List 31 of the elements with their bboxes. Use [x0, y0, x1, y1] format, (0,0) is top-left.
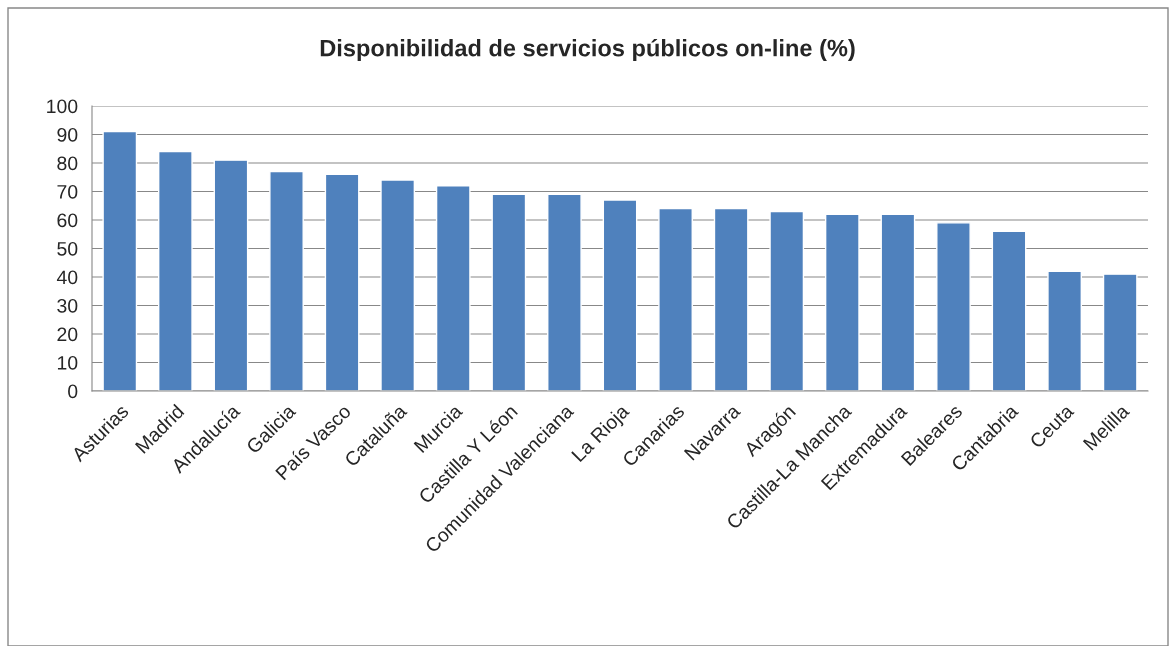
y-tick-label: 50: [57, 241, 78, 256]
y-tick-label: 20: [57, 327, 78, 342]
bar: [1102, 273, 1138, 391]
bar: [1047, 270, 1083, 391]
bar: [491, 193, 527, 391]
bar: [936, 222, 971, 391]
bar: [269, 170, 304, 391]
y-tick-label: 80: [57, 156, 78, 171]
chart-title: Disponibilidad de servicios públicos on-line (%): [320, 38, 855, 62]
bar: [602, 199, 638, 391]
bar: [380, 179, 416, 391]
bar: [547, 193, 582, 391]
bar: [658, 207, 693, 391]
bar: [102, 130, 138, 391]
y-tick-label: 90: [57, 127, 78, 142]
bar: [435, 185, 471, 391]
bar: [213, 159, 249, 391]
y-tick-label: 0: [68, 384, 78, 399]
y-tick-label: 70: [57, 184, 78, 199]
bar: [991, 230, 1027, 391]
bar: [713, 207, 749, 391]
y-tick-label: 40: [56, 270, 78, 285]
y-tick-label: 100: [47, 99, 78, 114]
y-tick-label: 30: [57, 298, 78, 313]
bar: [824, 213, 860, 391]
bar: [324, 173, 360, 391]
y-tick-label: 10: [57, 355, 78, 370]
bar: [157, 150, 193, 391]
bar: [880, 213, 916, 391]
y-tick-label: 60: [57, 213, 78, 228]
bar: [769, 210, 805, 391]
